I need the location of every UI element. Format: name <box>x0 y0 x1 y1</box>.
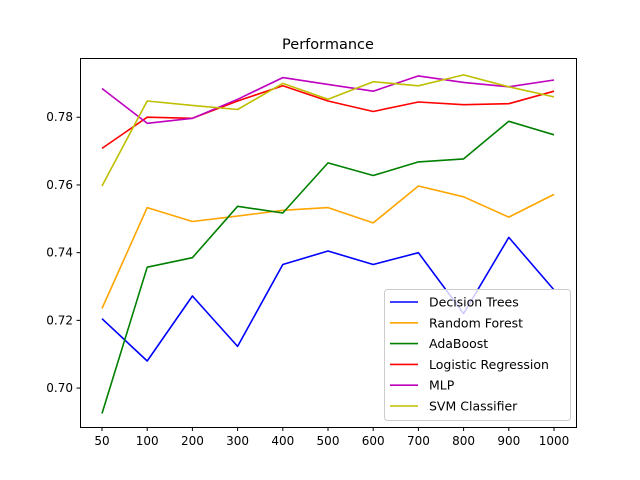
x-tick-label: 50 <box>94 434 109 448</box>
series-line-svm-classifier <box>101 74 555 187</box>
series-line-adaboost <box>101 120 555 414</box>
series-line-random-forest <box>101 185 555 309</box>
y-tick-label: 0.76 <box>46 178 73 192</box>
x-tick-label: 300 <box>226 434 249 448</box>
x-tick-label: 500 <box>317 434 340 448</box>
legend-label-random-forest: Random Forest <box>429 315 523 330</box>
x-tick-label: 1000 <box>539 434 570 448</box>
x-tick-label: 200 <box>181 434 204 448</box>
series-line-mlp <box>101 75 555 125</box>
legend: Decision Trees Random Forest AdaBoost Logis… <box>384 289 571 421</box>
y-tick-label: 0.78 <box>46 110 73 124</box>
legend-label-adaboost: AdaBoost <box>429 336 488 351</box>
series-line-decision-trees <box>101 236 555 362</box>
y-tick-label: 0.70 <box>46 381 73 395</box>
chart-title: Performance <box>282 37 374 53</box>
y-tick-label: 0.72 <box>46 313 73 327</box>
legend-box <box>384 289 571 421</box>
legend-label-mlp: MLP <box>429 378 455 393</box>
legend-label-logistic-regression: Logistic Regression <box>429 357 549 372</box>
series-line-logistic-regression <box>101 85 555 150</box>
x-tick-label: 100 <box>136 434 159 448</box>
x-tick-label: 400 <box>271 434 294 448</box>
series-layer <box>101 74 555 414</box>
x-tick-label: 900 <box>497 434 520 448</box>
x-axis: 50 100 200 300 400 500 600 700 800 900 1000 <box>94 427 570 448</box>
x-tick-label: 800 <box>452 434 475 448</box>
legend-label-svm-classifier: SVM Classifier <box>429 399 518 414</box>
x-tick-label: 600 <box>362 434 385 448</box>
x-tick-label: 700 <box>407 434 430 448</box>
y-tick-label: 0.74 <box>46 246 73 260</box>
legend-label-decision-trees: Decision Trees <box>429 295 519 310</box>
y-axis: 0.70 0.72 0.74 0.76 0.78 <box>46 110 81 395</box>
